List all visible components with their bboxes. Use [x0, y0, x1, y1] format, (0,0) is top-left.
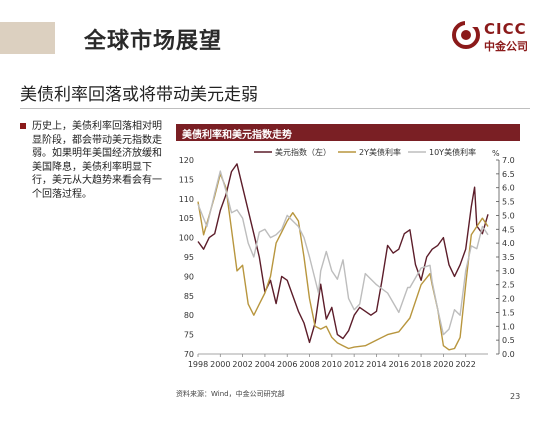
slide-headline: 美债利率回落或将带动美元走弱 — [20, 85, 258, 105]
x-tick-label: 2022 — [456, 360, 476, 369]
x-tick-label: 2008 — [299, 360, 319, 369]
y-right-tick-label: 2.5 — [502, 281, 515, 290]
y-right-tick-label: 7.0 — [502, 156, 515, 165]
source-note: 资料来源：Wind，中金公司研究部 — [176, 390, 285, 398]
y-right-tick-label: 6.5 — [502, 170, 515, 179]
headline-divider — [20, 108, 530, 109]
y-right-tick-label: 0.0 — [502, 350, 515, 359]
y-right-tick-label: 5.5 — [502, 198, 515, 207]
bullet-text: 历史上，美债利率回落相对明显阶段，都会带动美元指数走弱。如果明年美国经济放缓和美… — [32, 121, 162, 200]
bullet-square-icon — [20, 123, 26, 129]
x-tick-label: 2010 — [322, 360, 342, 369]
x-tick-label: 2014 — [366, 360, 386, 369]
x-tick-label: 2000 — [210, 360, 230, 369]
header-band — [0, 22, 55, 54]
series-line-1 — [197, 173, 489, 351]
logo-text: CICC — [484, 20, 527, 38]
chart-title-bar: 美债利率和美元指数走势 — [176, 124, 520, 141]
y-right-tick-label: 5.0 — [502, 211, 515, 220]
y-right-tick-label: 4.5 — [502, 225, 515, 234]
x-tick-label: 2018 — [411, 360, 431, 369]
y-right-tick-label: 2.0 — [502, 295, 515, 304]
x-tick-label: 2012 — [344, 360, 364, 369]
y-left-tick-label: 80 — [184, 311, 194, 320]
y-left-tick-label: 85 — [184, 292, 194, 301]
x-tick-label: 2002 — [232, 360, 252, 369]
legend-label-0: 美元指数（左） — [275, 147, 331, 157]
legend-label-2: 10Y美债利率 — [429, 147, 476, 157]
line-chart: 70 75 80 85 90 95 100 105 110 115 120 0.0 0.5 1.0 1.5 2… — [179, 147, 515, 369]
x-tick-label: 2016 — [389, 360, 409, 369]
y-right-tick-label: 1.5 — [502, 308, 515, 317]
chart-title: 美债利率和美元指数走势 — [182, 130, 292, 141]
y-left-tick-label: 105 — [179, 214, 194, 223]
y-left-tick-label: 90 — [184, 272, 194, 281]
y-right-tick-label: 0.5 — [502, 336, 515, 345]
legend-label-1: 2Y美债利率 — [359, 147, 401, 157]
series-line-2 — [197, 170, 489, 336]
y-left-tick-label: 110 — [179, 195, 194, 204]
y-left-tick-label: 115 — [179, 175, 194, 184]
y-left-tick-label: 100 — [179, 234, 194, 243]
series-line-0 — [197, 163, 489, 344]
cicc-logo: CICC 中金公司 — [450, 18, 542, 58]
x-tick-label: 2006 — [277, 360, 297, 369]
y-left-tick-label: 75 — [184, 331, 194, 340]
page-title: 全球市场展望 — [84, 29, 223, 54]
bullet-point: 历史上，美债利率回落相对明显阶段，都会带动美元指数走弱。如果明年美国经济放缓和美… — [20, 120, 168, 201]
y-right-tick-label: 3.5 — [502, 253, 515, 262]
logo-subtext: 中金公司 — [484, 40, 528, 53]
x-tick-label: 1998 — [188, 360, 208, 369]
y-right-tick-label: 6.0 — [502, 184, 515, 193]
y-right-tick-label: 1.0 — [502, 322, 515, 331]
y-right-tick-label: 4.0 — [502, 239, 515, 248]
x-tick-label: 2020 — [433, 360, 453, 369]
y-right-tick-label: 3.0 — [502, 267, 515, 276]
y-left-tick-label: 120 — [179, 156, 194, 165]
y-left-tick-label: 95 — [184, 253, 194, 262]
header: 全球市场展望 CICC 中金公司 — [0, 0, 550, 66]
y-left-tick-label: 70 — [184, 350, 194, 359]
x-tick-label: 2004 — [255, 360, 275, 369]
y-right-unit-label: % — [492, 149, 500, 158]
page-number: 23 — [510, 392, 521, 401]
cicc-logo-icon — [452, 21, 480, 49]
